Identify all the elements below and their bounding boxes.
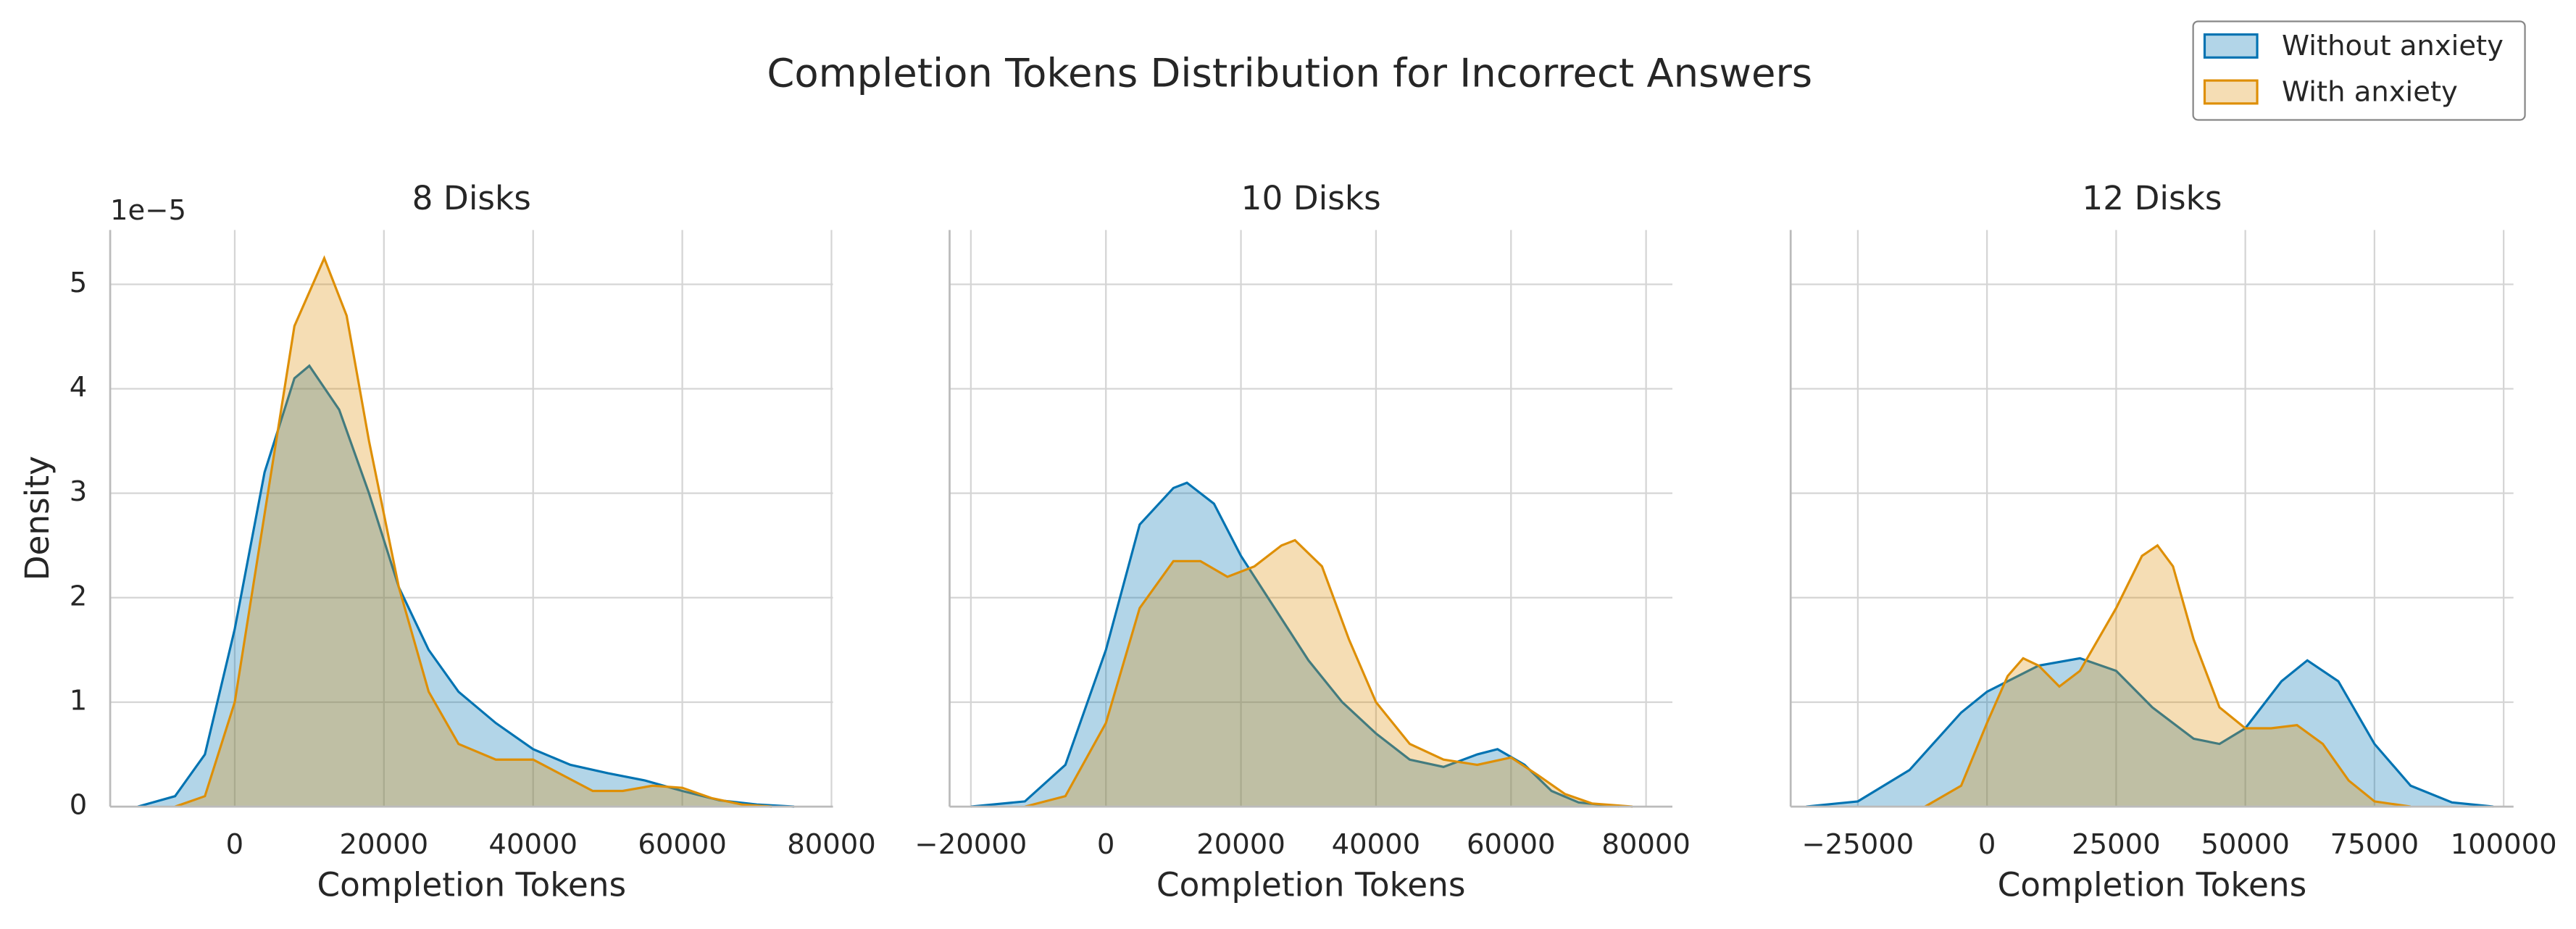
x-tick-label: 40000 [488, 828, 578, 861]
subplot-title: 10 Disks [1241, 179, 1381, 217]
subplot-title: 12 Disks [2082, 179, 2222, 217]
density-area [1925, 545, 2411, 807]
x-tick-label: 40000 [1332, 828, 1421, 861]
y-axis-label: Density [18, 456, 57, 580]
y-tick-label: 2 [70, 580, 88, 612]
subplot-title: 8 Disks [412, 179, 531, 217]
x-tick-label: −20000 [914, 828, 1027, 861]
density-area [1025, 540, 1633, 807]
x-tick-label: 60000 [1467, 828, 1556, 861]
density-area [1806, 658, 2493, 807]
y-offset-label: 1e−5 [110, 194, 186, 227]
x-axis-label: Completion Tokens [1998, 866, 2307, 904]
x-tick-label: 80000 [787, 828, 876, 861]
x-tick-label: 75000 [2330, 828, 2419, 861]
density-line [1924, 543, 2412, 808]
density-line [1024, 538, 1633, 808]
y-tick-label: 5 [70, 267, 88, 299]
x-tick-label: 50000 [2201, 828, 2290, 861]
legend-swatch [2203, 79, 2259, 105]
density-line [175, 255, 772, 808]
density-area [970, 483, 1620, 807]
density-area [138, 365, 795, 807]
legend-box [2192, 20, 2526, 121]
y-tick-label: 4 [70, 371, 88, 404]
x-axis-label: Completion Tokens [317, 866, 626, 904]
density-line [1806, 657, 2494, 808]
legend-label: Without anxiety [2282, 30, 2504, 62]
density-area [175, 258, 772, 807]
x-axis-label: Completion Tokens [1156, 866, 1466, 904]
y-tick-label: 1 [70, 684, 88, 717]
y-tick-label: 0 [70, 789, 88, 822]
x-tick-label: 0 [226, 828, 244, 861]
x-tick-label: 80000 [1601, 828, 1691, 861]
y-tick-label: 3 [70, 475, 88, 508]
x-tick-label: 25000 [2072, 828, 2161, 861]
legend: Without anxiety With anxiety [2192, 20, 2526, 121]
legend-label: With anxiety [2282, 76, 2458, 109]
x-tick-label: 60000 [638, 828, 727, 861]
legend-swatch [2203, 33, 2259, 59]
x-tick-label: 20000 [1196, 828, 1285, 861]
x-tick-label: −25000 [1801, 828, 1914, 861]
figure-title: Completion Tokens Distribution for Incor… [767, 50, 1812, 96]
x-tick-label: 20000 [340, 828, 429, 861]
x-tick-label: 100000 [2451, 828, 2557, 861]
x-tick-label: 0 [1097, 828, 1115, 861]
x-tick-label: 0 [1978, 828, 1996, 861]
